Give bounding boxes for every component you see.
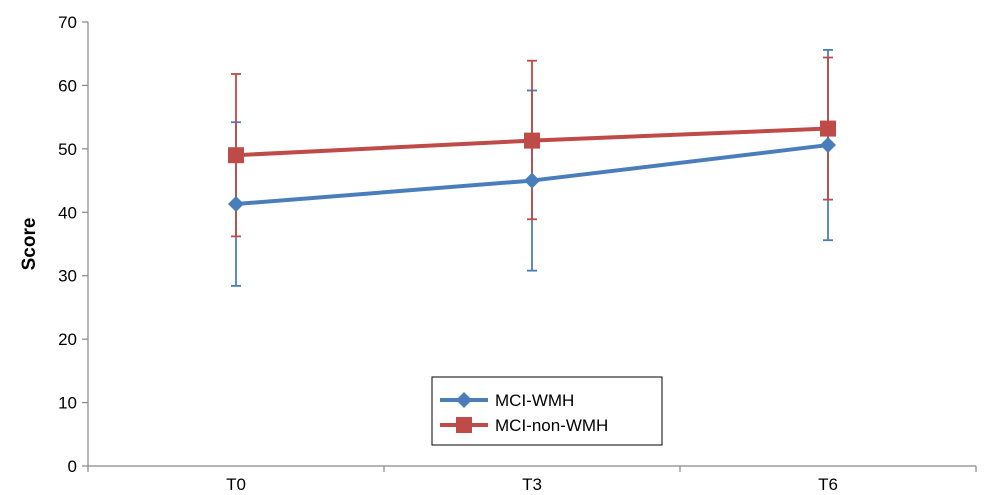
- y-tick-label: 60: [58, 76, 77, 95]
- legend-marker: [456, 417, 472, 433]
- legend: MCI-WMH MCI-non-WMH: [431, 376, 663, 446]
- data-point: [524, 132, 540, 149]
- data-point: [524, 172, 540, 189]
- legend-marker: [456, 392, 472, 408]
- x-tick-label: T3: [522, 475, 542, 494]
- axes: [87, 22, 976, 467]
- y-tick-label: 50: [58, 140, 77, 159]
- data-point: [820, 137, 836, 154]
- y-tick-label: 70: [58, 13, 77, 32]
- y-tick-label: 0: [68, 457, 77, 476]
- x-tick-label: T6: [818, 475, 838, 494]
- data-point: [228, 196, 244, 213]
- data-point: [820, 120, 836, 137]
- y-tick-label: 40: [58, 203, 77, 222]
- y-ticks: 0 10 20 30 40 50 60 70: [58, 13, 88, 476]
- legend-label: MCI-WMH: [495, 391, 574, 410]
- x-tick-label: T0: [226, 475, 246, 494]
- y-axis-title: Score: [19, 218, 40, 271]
- y-tick-label: 10: [58, 394, 77, 413]
- y-tick-label: 20: [58, 330, 77, 349]
- y-tick-label: 30: [58, 267, 77, 286]
- legend-label: MCI-non-WMH: [495, 416, 608, 435]
- legend-box: [431, 376, 663, 446]
- data-point: [228, 147, 244, 164]
- x-ticks: T0 T3 T6: [87, 466, 977, 494]
- series-layer: [228, 49, 836, 287]
